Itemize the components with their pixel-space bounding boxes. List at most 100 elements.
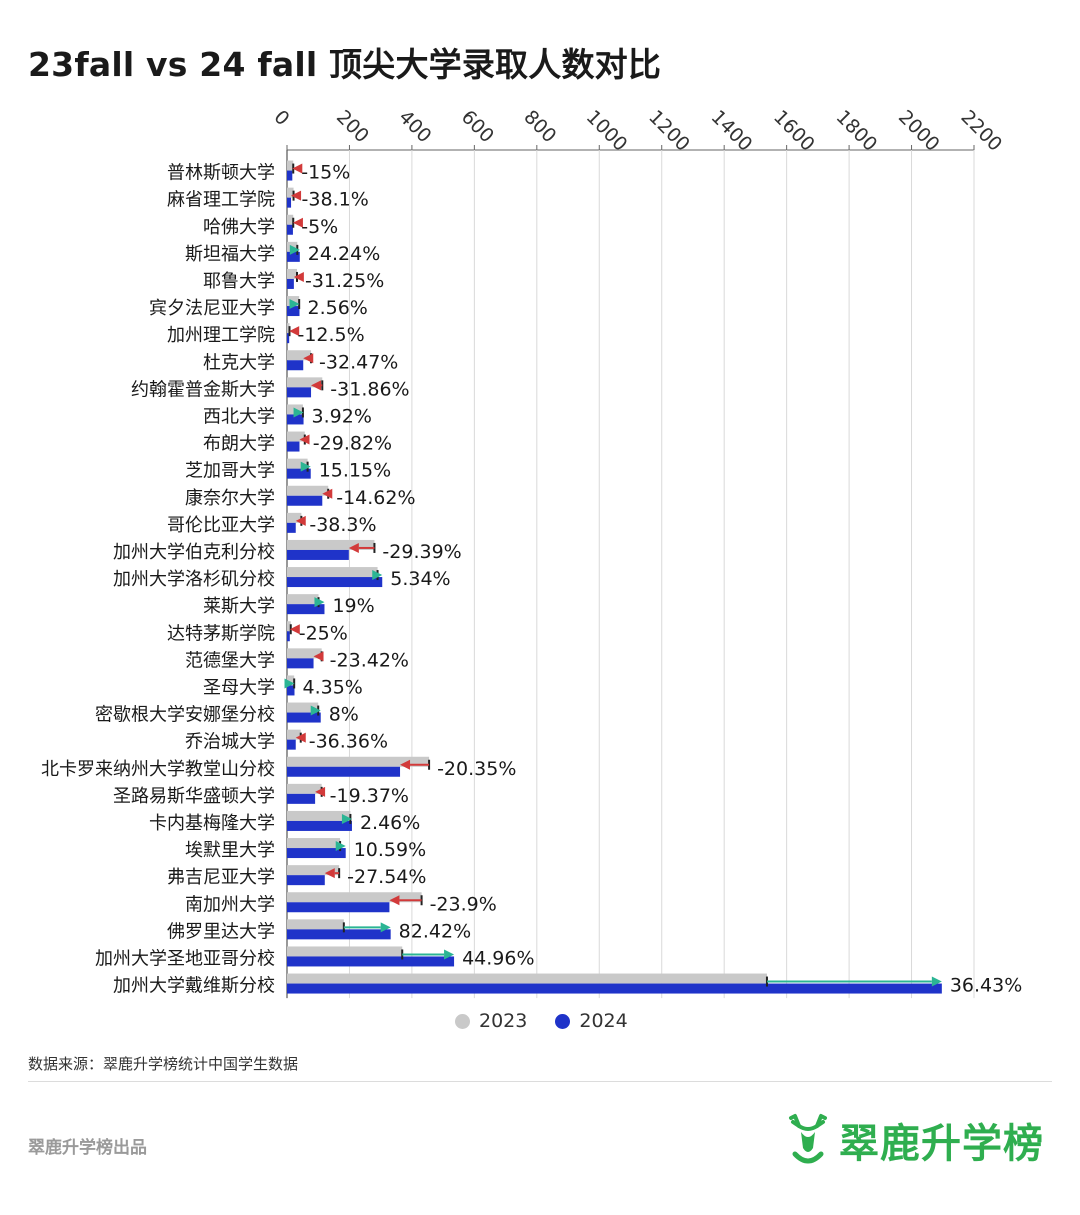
bar-2024: [287, 549, 349, 560]
change-arrow-head: [289, 624, 300, 635]
bar-2024: [287, 658, 314, 669]
x-tick-label: 400: [394, 106, 435, 147]
legend-label-2023: 2023: [479, 1010, 528, 1032]
brand-logo: 翠鹿升学榜: [783, 1108, 1044, 1172]
legend: 2023 2024: [455, 1010, 656, 1032]
bar-2023: [287, 187, 294, 198]
change-arrow-head: [389, 895, 400, 906]
change-arrow-head: [400, 759, 411, 770]
category-label: 约翰霍普金斯大学: [131, 379, 275, 400]
change-arrow-head: [291, 190, 302, 201]
change-label: 2.56%: [307, 297, 367, 319]
bar-2023: [287, 810, 351, 821]
change-arrow-head: [335, 841, 346, 852]
bar-2023: [287, 268, 297, 279]
category-label: 南加州大学: [185, 894, 275, 915]
bar-2024: [287, 875, 325, 886]
bar-2024: [287, 793, 316, 804]
category-label: 哥伦比亚大学: [167, 515, 275, 536]
change-arrow-head: [310, 705, 321, 716]
category-label: 斯坦福大学: [185, 244, 275, 265]
bar-2024: [287, 577, 383, 588]
bar-2024: [287, 197, 292, 208]
change-label: 15.15%: [319, 460, 391, 482]
change-label: -14.62%: [336, 487, 415, 509]
category-label: 弗吉尼亚大学: [167, 867, 275, 888]
bar-2024: [287, 739, 296, 750]
x-tick-label: 1400: [707, 106, 757, 156]
legend-dot-2023: [455, 1013, 470, 1029]
change-label: -38.3%: [309, 514, 376, 536]
bar-2024: [287, 820, 352, 831]
change-label: -31.86%: [330, 378, 409, 400]
bar-2024: [287, 848, 346, 859]
change-label: 36.43%: [950, 975, 1022, 997]
change-label: 3.92%: [312, 405, 372, 427]
category-label: 达特茅斯学院: [167, 623, 275, 644]
change-label: -32.47%: [319, 351, 398, 373]
change-arrow-head: [292, 163, 303, 174]
bar-2023: [287, 973, 767, 984]
change-arrow-head: [295, 515, 306, 526]
change-arrow-head: [314, 597, 325, 608]
bar-2024: [287, 387, 312, 398]
chart-area: 0 200 400 600 800 1000 1200 1400 1600 1800 2000 220…: [41, 106, 1022, 999]
category-label: 乔治城大学: [185, 732, 275, 753]
bar-2024: [287, 522, 296, 533]
change-arrow-head: [348, 542, 359, 553]
bar-2023: [287, 729, 301, 740]
x-tick-label: 2200: [956, 106, 1006, 156]
bar-2023: [287, 512, 302, 523]
change-arrow-head: [300, 461, 311, 472]
bar-2024: [287, 929, 391, 940]
bar-2023: [287, 892, 422, 903]
bar-2023: [287, 702, 319, 713]
category-label: 宾夕法尼亚大学: [149, 298, 275, 319]
category-label: 杜克大学: [203, 352, 275, 373]
change-label: -19.37%: [330, 785, 409, 807]
change-arrow-head: [311, 380, 322, 391]
bar-2024: [287, 224, 293, 235]
category-label: 康奈尔大学: [185, 488, 275, 509]
bar-2024: [287, 712, 321, 723]
bars: [287, 160, 942, 994]
change-arrow-head: [299, 434, 310, 445]
change-arrow-head: [372, 570, 383, 581]
bar-2023: [287, 431, 305, 442]
bar-2024: [287, 956, 455, 967]
change-label: -20.35%: [437, 758, 516, 780]
bar-2024: [287, 414, 304, 425]
bar-2023: [287, 350, 312, 361]
bar-2023: [287, 214, 294, 225]
footer-divider: [28, 1081, 1052, 1082]
change-arrow-head: [289, 326, 300, 337]
change-label: 10.59%: [354, 839, 426, 861]
category-label: 加州大学伯克利分校: [113, 542, 275, 563]
change-label: 4.35%: [302, 676, 362, 698]
change-arrow-head: [289, 299, 300, 310]
category-label: 圣母大学: [203, 677, 275, 698]
x-tick-label: 600: [457, 106, 498, 147]
change-arrow-head: [324, 868, 335, 879]
bar-2023: [287, 756, 430, 767]
bar-2023: [287, 648, 322, 659]
change-arrow-head: [292, 217, 303, 228]
category-label: 莱斯大学: [203, 596, 275, 617]
bar-2023: [287, 377, 323, 388]
category-label: 麻省理工学院: [167, 190, 275, 211]
bar-2023: [287, 919, 344, 930]
change-label: 44.96%: [462, 947, 534, 969]
x-tick-label: 1600: [769, 106, 819, 156]
category-label: 加州大学洛杉矶分校: [113, 569, 275, 590]
bar-2024: [287, 604, 325, 615]
change-label: 2.46%: [360, 812, 420, 834]
bar-2024: [287, 631, 290, 642]
category-label: 佛罗里达大学: [167, 921, 275, 942]
change-arrow-head: [313, 651, 324, 662]
category-label: 普林斯顿大学: [167, 163, 275, 184]
x-axis-ticks: 0 200 400 600 800 1000 1200 1400 1600 1800 2000 220…: [269, 106, 1006, 156]
category-label: 圣路易斯华盛顿大学: [113, 786, 275, 807]
data-source-note: 数据来源：翠鹿升学榜统计中国学生数据: [28, 1055, 299, 1073]
x-tick-label: 1200: [644, 106, 694, 156]
x-tick-label: 0: [269, 106, 293, 130]
